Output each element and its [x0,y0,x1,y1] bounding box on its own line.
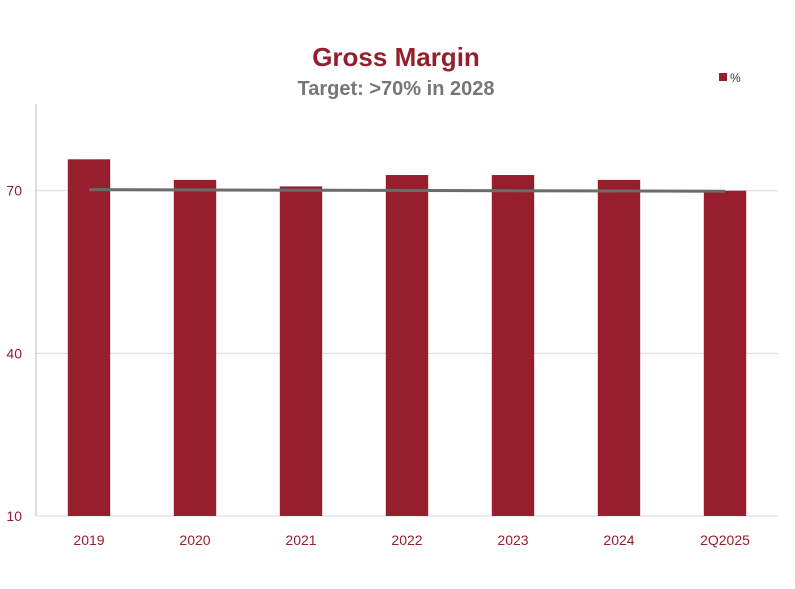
bar-2021 [279,186,323,516]
x-tick-label-2019: 2019 [73,532,104,548]
bars [67,159,747,517]
bar-2020 [173,179,217,517]
y-axis-ticks: 10 40 70 [6,183,22,524]
y-tick-label: 70 [6,183,22,199]
legend: % [719,71,741,85]
x-tick-label-2Q2025: 2Q2025 [700,532,750,548]
target-line [88,188,726,193]
x-tick-label-2024: 2024 [603,532,634,548]
bar-2023 [491,175,535,516]
bar-2019 [67,159,111,516]
bar-2024 [597,179,641,517]
x-tick-label-2023: 2023 [497,532,528,548]
bar-2022 [385,175,429,516]
legend-label: % [730,71,741,85]
x-tick-label-2022: 2022 [391,532,422,548]
x-tick-label-2020: 2020 [179,532,210,548]
legend-swatch [719,73,727,81]
x-axis-ticks: 2019 2020 2021 2022 2023 2024 2Q2025 [73,532,750,548]
chart-subtitle: Target: >70% in 2028 [298,78,495,100]
bar-2Q2025 [703,190,747,516]
y-tick-label: 10 [6,508,22,524]
y-tick-label: 40 [6,345,22,361]
chart-title: Gross Margin [312,42,480,72]
x-tick-label-2021: 2021 [285,532,316,548]
